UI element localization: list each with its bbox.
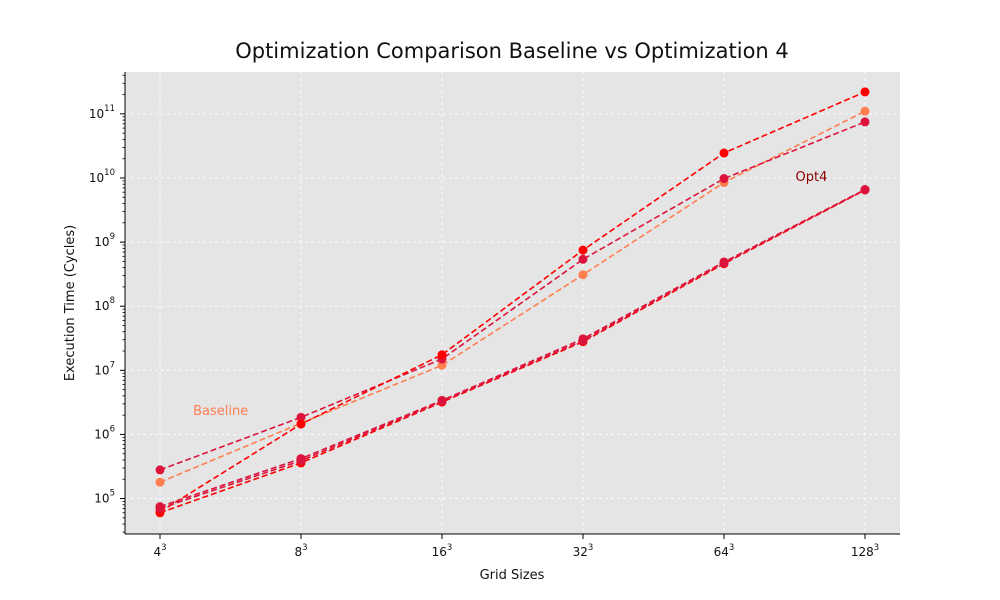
series-line	[159, 121, 866, 471]
y-tick-exponent: 9	[110, 232, 115, 242]
annotation-label: Baseline	[193, 404, 248, 419]
x-tick-label: 1283	[851, 543, 879, 559]
x-tick-label: 163	[432, 543, 453, 559]
chart-title: Optimization Comparison Baseline vs Opti…	[235, 39, 789, 63]
y-tick-base: 10	[94, 299, 109, 313]
axes	[124, 72, 900, 535]
series-line	[159, 189, 866, 510]
x-tick-base: 128	[851, 545, 874, 559]
x-tick-label: 323	[573, 543, 594, 559]
data-point	[578, 245, 588, 255]
x-tick-exponent: 3	[729, 543, 734, 553]
data-point	[155, 477, 165, 487]
x-tick-label: 83	[294, 543, 307, 559]
x-tick-exponent: 3	[447, 543, 452, 553]
data-point	[860, 106, 870, 116]
x-tick-base: 64	[714, 545, 729, 559]
y-tick-base: 10	[94, 363, 109, 377]
data-point	[578, 254, 588, 264]
data-point	[296, 412, 306, 422]
x-tick-base: 32	[573, 545, 588, 559]
y-tick-label: 1010	[89, 168, 115, 185]
y-tick-exponent: 8	[110, 296, 115, 306]
x-tick-base: 16	[432, 545, 447, 559]
y-tick-base: 10	[89, 107, 104, 121]
y-tick-exponent: 6	[110, 424, 115, 434]
data-point	[296, 419, 306, 429]
annotation-label: Opt4	[795, 170, 827, 185]
y-tick-exponent: 11	[104, 104, 115, 114]
data-point	[155, 465, 165, 475]
x-tick-label: 43	[153, 543, 166, 559]
series-line	[159, 91, 866, 513]
y-tick-label: 1011	[89, 104, 115, 121]
y-tick-exponent: 5	[110, 489, 115, 499]
x-tick-label: 643	[714, 543, 735, 559]
x-tick-base: 8	[294, 545, 302, 559]
series-layer	[155, 87, 870, 518]
y-tick-label: 106	[94, 424, 115, 441]
y-tick-label: 109	[94, 232, 115, 249]
x-tick-exponent: 3	[161, 543, 166, 553]
data-point	[860, 117, 870, 127]
data-point	[296, 456, 306, 466]
data-point	[578, 336, 588, 346]
data-point	[437, 360, 447, 370]
y-tick-exponent: 7	[110, 360, 115, 370]
x-tick-exponent: 3	[874, 543, 879, 553]
x-tick-exponent: 3	[588, 543, 593, 553]
data-point	[719, 258, 729, 268]
series-line	[159, 110, 866, 483]
y-tick-label: 105	[94, 489, 115, 506]
data-point	[578, 270, 588, 280]
y-tick-base: 10	[94, 235, 109, 249]
y-axis-label: Execution Time (Cycles)	[63, 225, 78, 381]
y-tick-base: 10	[94, 492, 109, 506]
annotations: Baseline Opt4	[193, 170, 827, 419]
data-point	[155, 503, 165, 513]
x-axis-label: Grid Sizes	[480, 568, 545, 583]
data-point	[860, 87, 870, 97]
data-point	[719, 148, 729, 158]
x-tick-exponent: 3	[302, 543, 307, 553]
y-tick-label: 107	[94, 360, 115, 377]
data-point	[437, 396, 447, 406]
data-point	[437, 350, 447, 360]
data-point	[719, 174, 729, 184]
y-tick-base: 10	[89, 171, 104, 185]
y-tick-base: 10	[94, 427, 109, 441]
y-tick-label: 108	[94, 296, 115, 313]
x-tick-base: 4	[153, 545, 161, 559]
y-tick-exponent: 10	[104, 168, 115, 178]
data-point	[860, 185, 870, 195]
